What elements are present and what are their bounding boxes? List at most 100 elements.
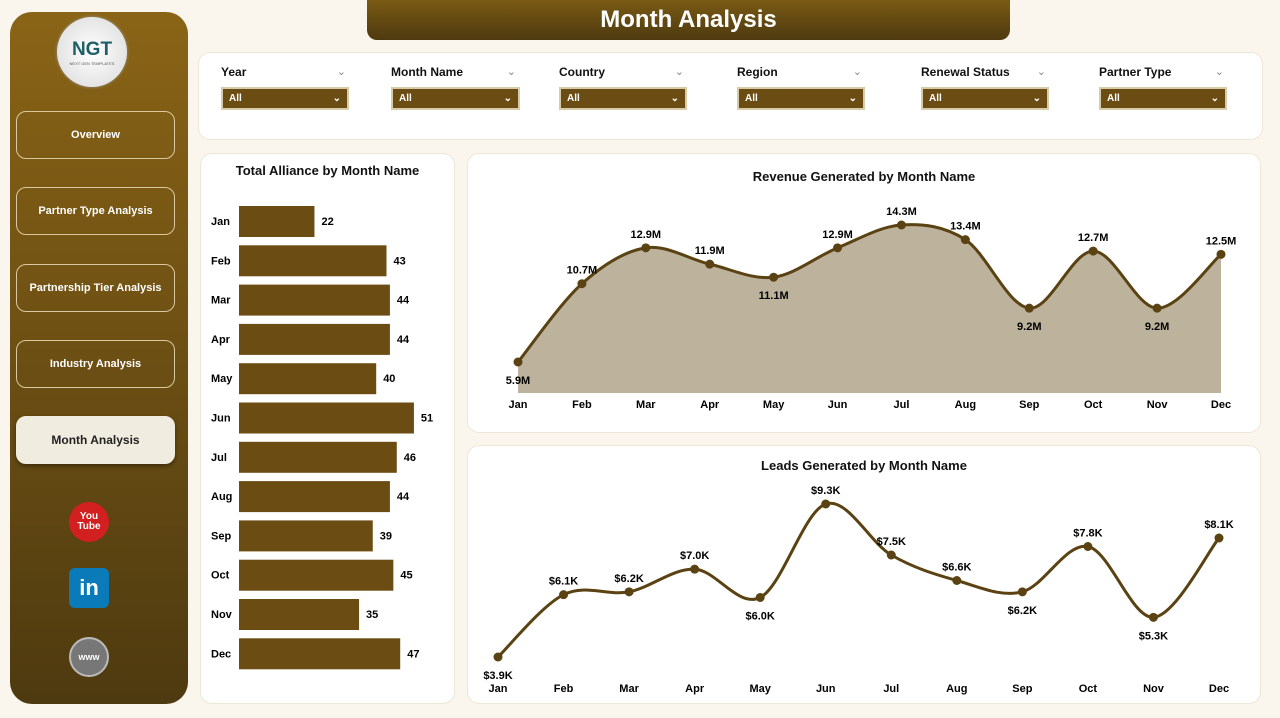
x-axis-label: Oct (1084, 399, 1103, 411)
alliance-chart-title: Total Alliance by Month Name (235, 163, 420, 178)
revenue-area-chart: 5.9M Jan 10.7M Feb 12.9M Mar 11.9M Apr 11.1M May 1… (506, 206, 1237, 411)
filter-label: Month Name ⌄ (391, 65, 521, 79)
series-line (516, 223, 1223, 363)
data-point-oct (1088, 246, 1098, 256)
bar-value-label: 44 (397, 334, 410, 346)
data-label: $9.3K (811, 485, 840, 497)
data-label: $7.0K (680, 550, 709, 562)
data-label: $3.9K (483, 670, 512, 682)
data-label: 12.9M (631, 229, 662, 241)
chevron-down-icon[interactable]: ⌄ (506, 66, 516, 78)
filter-dropdown[interactable]: All ⌄ (921, 87, 1049, 110)
alliance-bar-chart: Jan 22 Feb 43 Mar 44 Apr 44 May 40 Jun 51 Jul 46 Aug 44… (211, 206, 433, 670)
logo-subtitle: NEXT GEN TEMPLATES (69, 60, 115, 66)
filter-month-name: Month Name ⌄ All ⌄ (391, 65, 521, 110)
chevron-down-icon[interactable]: ⌄ (674, 66, 684, 78)
bar-may (239, 363, 377, 395)
page-title: Month Analysis (367, 0, 1010, 40)
chevron-down-icon: ⌄ (1210, 93, 1219, 104)
data-point-apr (705, 259, 715, 269)
x-axis-label: Nov (1147, 399, 1169, 411)
bar-category-label: Aug (211, 491, 232, 503)
filter-label-text: Partner Type (1099, 65, 1172, 79)
data-point-jun (833, 243, 843, 253)
nav-overview[interactable]: Overview (16, 111, 175, 159)
filter-value: All (399, 93, 412, 104)
data-point-oct (1083, 542, 1093, 551)
filter-dropdown[interactable]: All ⌄ (391, 87, 520, 110)
x-axis-label: Dec (1209, 683, 1229, 695)
x-axis-label: Aug (955, 399, 976, 411)
chevron-down-icon[interactable]: ⌄ (336, 66, 346, 78)
chevron-down-icon[interactable]: ⌄ (1036, 66, 1046, 78)
filter-dropdown[interactable]: All ⌄ (559, 87, 687, 110)
x-axis-label: Feb (572, 399, 592, 411)
data-point-may (769, 272, 779, 282)
filter-value: All (745, 93, 758, 104)
bar-category-label: Jun (211, 413, 231, 425)
x-axis-label: Jul (894, 399, 910, 411)
linkedin-icon[interactable]: in (69, 568, 109, 608)
filter-label: Region ⌄ (737, 65, 867, 79)
chevron-down-icon: ⌄ (848, 93, 857, 104)
data-label: 9.2M (1017, 321, 1041, 333)
youtube-icon[interactable]: You Tube (69, 502, 109, 542)
data-label: $6.2K (614, 573, 643, 585)
chevron-down-icon: ⌄ (1032, 93, 1041, 104)
data-point-mar (624, 587, 634, 597)
chevron-down-icon[interactable]: ⌄ (852, 66, 862, 78)
nav-industry-analysis[interactable]: Industry Analysis (16, 340, 175, 388)
data-label: $7.8K (1073, 528, 1102, 540)
filter-label-text: Renewal Status (921, 65, 1010, 79)
bar-category-label: Apr (211, 334, 231, 346)
data-label: 14.3M (886, 206, 917, 218)
x-axis-label: Mar (636, 399, 656, 411)
filter-value: All (229, 93, 242, 104)
x-axis-label: Aug (946, 683, 967, 695)
filter-label: Country ⌄ (559, 65, 689, 79)
chevron-down-icon[interactable]: ⌄ (1214, 66, 1224, 78)
bar-jun (239, 402, 414, 434)
x-axis-label: Sep (1012, 683, 1032, 695)
x-axis-label: Feb (554, 683, 574, 695)
bar-value-label: 40 (383, 373, 395, 385)
bar-value-label: 22 (321, 216, 333, 228)
nav-partnership-tier-analysis[interactable]: Partnership Tier Analysis (16, 264, 175, 312)
data-point-dec (1214, 533, 1224, 543)
filter-country: Country ⌄ All ⌄ (559, 65, 689, 110)
nav-month-analysis[interactable]: Month Analysis (16, 416, 175, 464)
filter-dropdown[interactable]: All ⌄ (221, 87, 349, 110)
bar-value-label: 45 (400, 570, 412, 582)
globe-icon[interactable]: www (69, 637, 109, 677)
filter-label: Year ⌄ (221, 65, 351, 79)
filter-panel: Year ⌄ All ⌄ Month Name ⌄ All ⌄ Country ⌄ All ⌄ R… (198, 52, 1263, 140)
bar-value-label: 46 (404, 452, 416, 464)
data-point-nov (1152, 303, 1162, 313)
data-point-jan (493, 652, 503, 662)
chevron-down-icon: ⌄ (670, 93, 679, 104)
nav-partner-type-analysis[interactable]: Partner Type Analysis (16, 187, 175, 235)
data-point-jan (513, 357, 523, 367)
bar-category-label: Nov (211, 609, 233, 621)
data-label: 11.1M (759, 290, 789, 302)
chevron-down-icon: ⌄ (503, 93, 512, 104)
filter-dropdown[interactable]: All ⌄ (1099, 87, 1227, 110)
chevron-down-icon: ⌄ (332, 93, 341, 104)
data-label: $6.2K (1008, 605, 1037, 617)
x-axis-label: Nov (1143, 683, 1165, 695)
filter-label-text: Year (221, 65, 247, 79)
bar-category-label: Jul (211, 452, 227, 464)
data-label: 11.9M (695, 245, 725, 257)
data-point-sep (1017, 587, 1027, 597)
data-point-jun (821, 499, 831, 509)
filter-label: Renewal Status ⌄ (921, 65, 1051, 79)
x-axis-label: Jun (816, 683, 836, 695)
filter-dropdown[interactable]: All ⌄ (737, 87, 865, 110)
alliance-chart-panel: Total Alliance by Month Name Jan 22 Feb 43 M… (200, 153, 455, 704)
x-axis-label: Jan (509, 399, 528, 411)
x-axis-label: Dec (1211, 399, 1231, 411)
bar-category-label: May (211, 373, 233, 385)
bar-dec (239, 638, 401, 670)
data-label: $5.3K (1139, 630, 1168, 642)
